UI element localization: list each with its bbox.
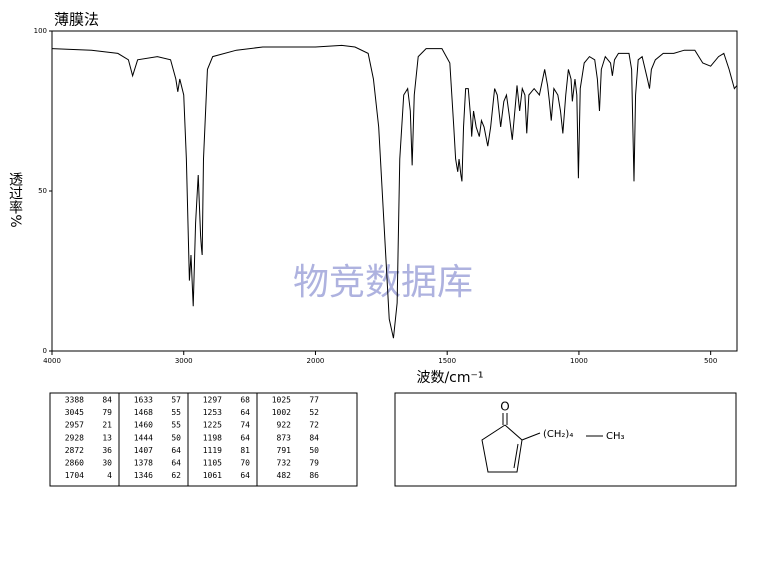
peak-wavenumber: 1253 [203,408,222,417]
peak-wavenumber: 1002 [272,408,291,417]
peak-wavenumber: 1105 [203,459,222,468]
bond [521,432,541,441]
peak-transmittance: 74 [240,421,250,430]
peak-wavenumber: 1346 [134,471,153,480]
peak-wavenumber: 2928 [65,433,84,442]
peak-table-frame [49,392,358,487]
peak-transmittance: 13 [102,433,112,442]
bond [513,443,519,469]
peak-wavenumber: 1061 [203,471,222,480]
peak-transmittance: 64 [171,459,181,468]
spectrum-line [51,44,738,339]
chain-label: (CH₂)₄ [543,429,573,440]
peak-wavenumber: 732 [277,459,292,468]
peak-transmittance: 84 [102,396,112,405]
peak-transmittance: 64 [240,433,250,442]
peak-wavenumber: 1704 [65,471,84,480]
peak-transmittance: 50 [171,433,181,442]
watermark: 物竞数据库 [293,262,473,303]
peak-wavenumber: 1378 [134,459,153,468]
peak-wavenumber: 2872 [65,446,84,455]
peak-transmittance: 64 [171,446,181,455]
x-tick-label: 1000 [570,357,588,365]
x-tick-label: 1500 [438,357,456,365]
peak-transmittance: 64 [240,408,250,417]
peak-transmittance: 30 [102,459,112,468]
peak-transmittance: 21 [102,421,112,430]
peak-wavenumber: 1444 [134,433,153,442]
x-tick-label: 4000 [43,357,61,365]
y-tick-label: 100 [34,27,47,35]
peak-transmittance: 50 [309,446,319,455]
chart-title: 薄膜法 [54,11,99,29]
peak-transmittance: 36 [102,446,112,455]
peak-transmittance: 55 [171,408,181,417]
peak-wavenumber: 1025 [272,396,291,405]
chain-label: CH₃ [606,431,625,442]
plot-frame [51,30,738,352]
x-tick-label: 2000 [307,357,325,365]
y-tick-label: 50 [38,187,47,195]
ring [481,424,523,473]
structure-frame [394,392,737,487]
peak-wavenumber: 2860 [65,459,84,468]
y-axis-label: 透过率% [7,172,23,227]
peak-wavenumber: 1119 [203,446,222,455]
peak-transmittance: 79 [102,408,112,417]
peak-transmittance: 77 [309,396,319,405]
peak-wavenumber: 873 [277,433,292,442]
peak-transmittance: 72 [309,421,319,430]
peak-transmittance: 52 [309,408,319,417]
peak-transmittance: 55 [171,421,181,430]
structure [481,413,603,473]
x-tick-label: 500 [704,357,717,365]
peak-wavenumber: 1633 [134,396,153,405]
peak-wavenumber: 3388 [65,396,84,405]
atom-label: O [500,400,509,414]
peak-transmittance: 68 [240,396,250,405]
peak-transmittance: 84 [309,433,319,442]
x-axis-label: 波数/cm⁻¹ [416,370,483,386]
peak-transmittance: 64 [240,471,250,480]
peak-transmittance: 57 [171,396,181,405]
peak-transmittance: 4 [107,471,112,480]
peak-wavenumber: 482 [277,471,292,480]
peak-transmittance: 79 [309,459,319,468]
peak-wavenumber: 791 [277,446,292,455]
peak-wavenumber: 1297 [203,396,222,405]
peak-transmittance: 70 [240,459,250,468]
peak-transmittance: 62 [171,471,181,480]
peak-transmittance: 86 [309,471,319,480]
y-tick-label: 0 [43,347,47,355]
peak-wavenumber: 2957 [65,421,84,430]
peak-wavenumber: 1468 [134,408,153,417]
x-tick-label: 3000 [175,357,193,365]
peak-wavenumber: 1198 [203,433,222,442]
peak-wavenumber: 1460 [134,421,153,430]
peak-wavenumber: 1225 [203,421,222,430]
peak-wavenumber: 3045 [65,408,84,417]
peak-wavenumber: 1407 [134,446,153,455]
peak-wavenumber: 922 [277,421,292,430]
peak-transmittance: 81 [240,446,250,455]
